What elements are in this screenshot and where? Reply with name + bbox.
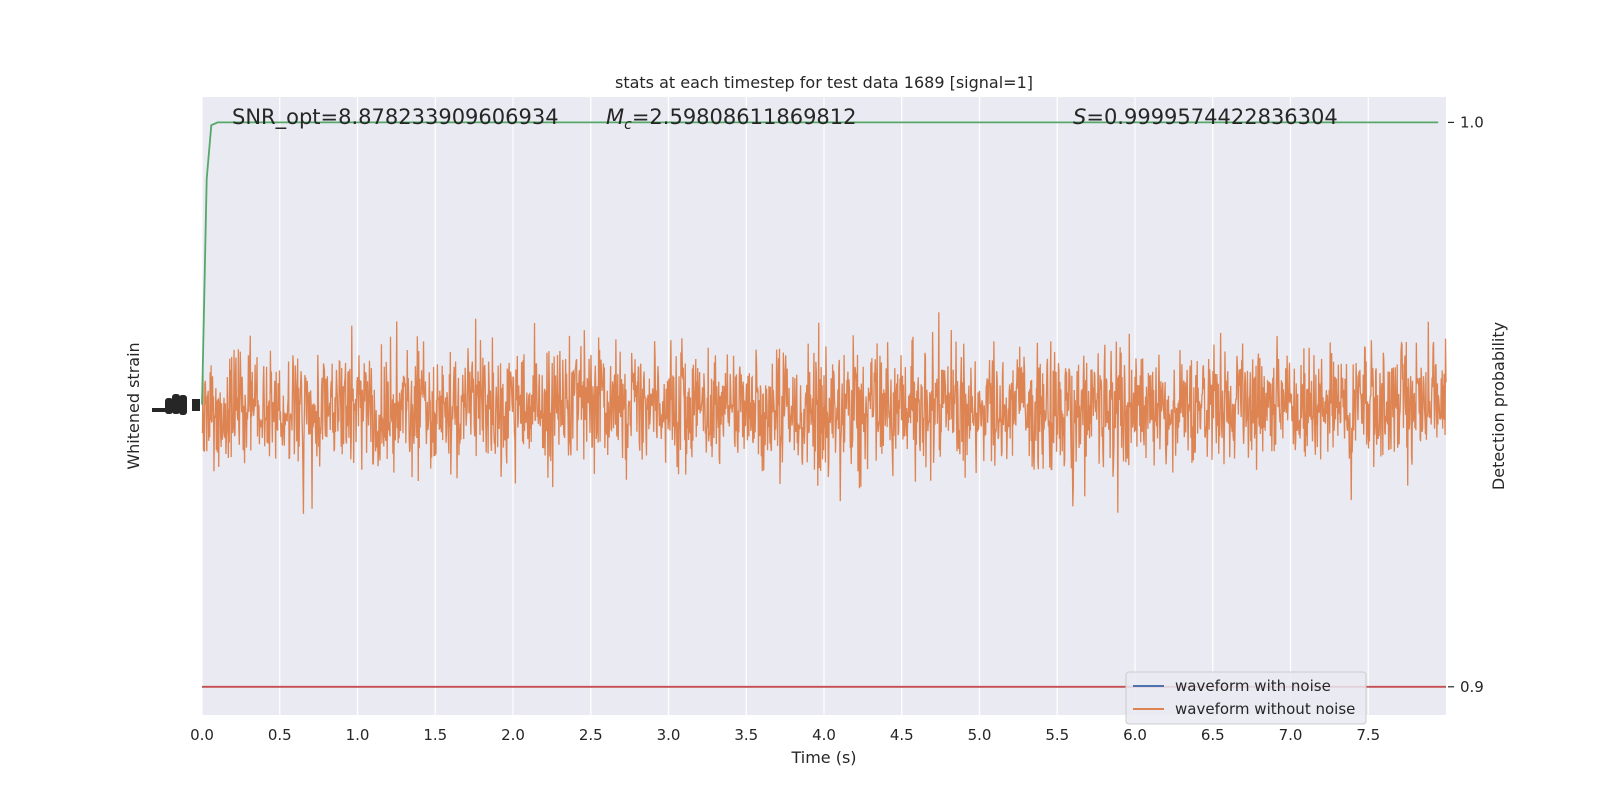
x-tick-label: 0.5 bbox=[268, 726, 292, 744]
x-axis-ticks: 0.0 0.5 1.0 1.5 2.0 2.5 3.0 3.5 4.0 4.5 5.0 5.5 6.0 6… bbox=[190, 726, 1380, 744]
right-axis-ticks: 1.0 0.9 bbox=[1448, 113, 1484, 696]
x-tick-label: 0.0 bbox=[190, 726, 214, 744]
detection-probability-line bbox=[201, 121, 1439, 405]
x-tick-label: 1.0 bbox=[346, 726, 370, 744]
x-tick-label: 2.5 bbox=[579, 726, 603, 744]
chart-title: stats at each timestep for test data 168… bbox=[615, 73, 1033, 92]
x-tick-label: 5.0 bbox=[968, 726, 992, 744]
right-tick-label: 1.0 bbox=[1460, 113, 1484, 131]
right-tick-label: 0.9 bbox=[1460, 678, 1484, 696]
x-tick-label: 7.5 bbox=[1356, 726, 1380, 744]
x-tick-label: 4.5 bbox=[890, 726, 914, 744]
legend-label-without-noise: waveform without noise bbox=[1175, 700, 1355, 718]
legend-box bbox=[1125, 671, 1367, 725]
x-tick-label: 7.0 bbox=[1279, 726, 1303, 744]
right-axis-label: Detection probability bbox=[1489, 322, 1508, 490]
detection-stat-annotation: S=0.9999574422836304 bbox=[1073, 105, 1338, 129]
left-axis-label: Whitened strain bbox=[124, 342, 143, 469]
x-tick-label: 1.5 bbox=[423, 726, 447, 744]
waveform-without-noise-line bbox=[201, 312, 1447, 514]
x-tick-label: 5.5 bbox=[1045, 726, 1069, 744]
chirp-mass-annotation: Mc=2.59808611869812 bbox=[606, 105, 857, 133]
x-tick-label: 3.5 bbox=[734, 726, 758, 744]
legend-label-with-noise: waveform with noise bbox=[1175, 677, 1331, 695]
x-tick-label: 3.0 bbox=[657, 726, 681, 744]
x-tick-label: 4.0 bbox=[812, 726, 836, 744]
left-axis-ticks bbox=[152, 394, 200, 415]
series-waveform-without-noise bbox=[201, 312, 1447, 514]
x-tick-label: 6.0 bbox=[1123, 726, 1147, 744]
x-tick-label: 2.0 bbox=[501, 726, 525, 744]
legend: waveform with noise waveform without noi… bbox=[1125, 671, 1367, 725]
x-axis-label: Time (s) bbox=[790, 748, 856, 767]
x-tick-label: 6.5 bbox=[1201, 726, 1225, 744]
snr-annotation: SNR_opt=8.878233909606934 bbox=[232, 105, 559, 130]
